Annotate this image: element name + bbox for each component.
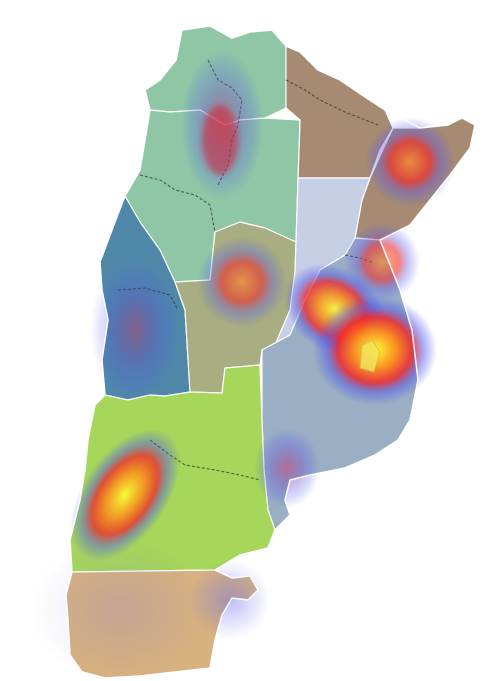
- hotspot-central: [197, 237, 287, 327]
- heat-layer: [30, 50, 455, 680]
- hotspot-northeast: [365, 117, 455, 207]
- hotspot-west-cuyo: [90, 260, 180, 400]
- hotspot-coast: [254, 428, 320, 508]
- hotspot-south: [30, 540, 210, 680]
- coastline: [65, 25, 476, 679]
- hotspot-patagonia: [69, 429, 181, 561]
